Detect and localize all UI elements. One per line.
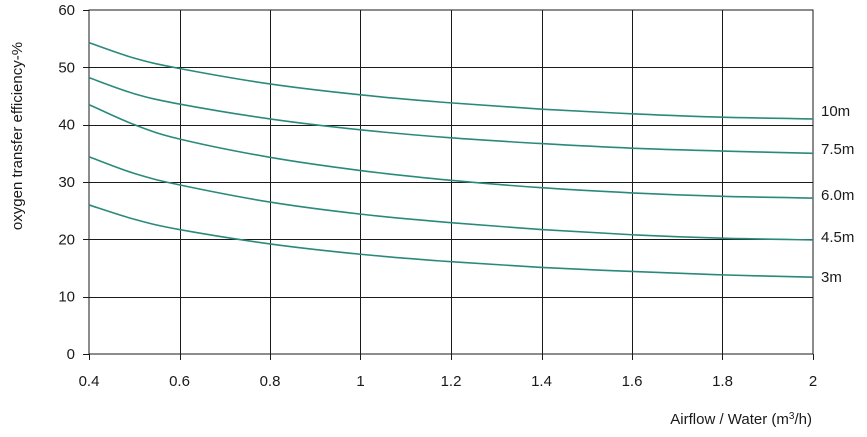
x-tick-label: 1	[356, 373, 364, 390]
series-label-6.0m: 6.0m	[821, 187, 854, 204]
series-line-7.5m	[88, 76, 814, 155]
series-line-6.0m	[88, 103, 814, 199]
y-tick-label: 30	[58, 174, 75, 191]
x-tick-label: 1.6	[622, 373, 643, 390]
x-tick-label: 0.8	[260, 373, 281, 390]
x-tick-label: 1.8	[712, 373, 733, 390]
y-tick-label: 0	[67, 346, 75, 363]
y-axis-label: oxygen transfer efficiency-%	[9, 42, 26, 230]
series-label-10m: 10m	[821, 103, 850, 120]
series-label-4.5m: 4.5m	[821, 229, 854, 246]
series-line-10m	[88, 41, 814, 120]
x-tick-label: 2	[809, 373, 817, 390]
x-tick-label: 0.4	[79, 373, 100, 390]
series-line-4.5m	[88, 156, 814, 241]
series-label-7.5m: 7.5m	[821, 141, 854, 158]
series-labels: 10m 7.5m 6.0m 4.5m 3m	[821, 103, 854, 286]
x-tick-label: 0.6	[169, 373, 190, 390]
x-tick-label: 1.4	[531, 373, 552, 390]
series-label-3m: 3m	[821, 269, 842, 286]
x-tick-label: 1.2	[441, 373, 462, 390]
y-tick-label: 60	[58, 2, 75, 19]
x-axis-label-superscript: 3	[789, 411, 795, 422]
x-axis-label-main: Airflow / Water (m	[670, 411, 789, 428]
y-tick-label: 40	[58, 117, 75, 134]
y-tick-label: 20	[58, 231, 75, 248]
y-tick-label: 10	[58, 289, 75, 306]
y-tick-label: 50	[58, 59, 75, 76]
series-line-3m	[88, 204, 814, 278]
x-axis-label-suffix: /h)	[794, 411, 812, 428]
x-axis-label: Airflow / Water (m3/h)	[670, 411, 812, 429]
grid-lines	[89, 10, 813, 354]
series-lines	[88, 41, 814, 278]
